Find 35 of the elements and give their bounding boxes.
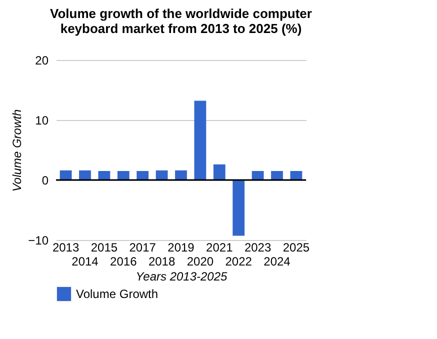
legend-label: Volume Growth (76, 287, 158, 301)
x-axis-title: Years 2013-2025 (136, 270, 228, 284)
bar (232, 180, 245, 236)
x-tick-label: 2015 (90, 240, 118, 254)
bar (194, 100, 206, 180)
bar (136, 171, 149, 180)
bar (117, 171, 130, 180)
bar (98, 171, 110, 180)
text: keyboard market from 2013 to 2025 (%) (60, 21, 302, 36)
bar (156, 170, 168, 180)
x-tick-label: 2019 (168, 240, 195, 254)
y-tick-label: 10 (35, 114, 49, 128)
y-tick-label: 20 (35, 54, 49, 68)
x-tick-label: 2021 (206, 240, 234, 254)
x-tick-label: 2022 (225, 254, 252, 268)
bar (213, 164, 226, 180)
y-axis-title: Volume Growth (10, 109, 24, 192)
x-tick-label: 2016 (110, 254, 138, 268)
bar (290, 171, 302, 180)
bar (175, 170, 187, 180)
x-tick-label: 2014 (72, 254, 99, 268)
bar (271, 171, 283, 180)
x-tick-label: 2025 (282, 240, 310, 254)
x-tick-label: 2020 (186, 254, 214, 268)
x-tick-label: 2024 (264, 254, 291, 268)
x-tick-label: 2017 (129, 240, 156, 254)
y-tick-label: −10 (28, 234, 49, 248)
bar (60, 170, 72, 180)
x-tick-label: 2023 (244, 240, 272, 254)
text: Volume growth of the worldwide computer (50, 6, 312, 21)
bar (79, 170, 91, 180)
y-tick-label: 0 (42, 174, 49, 188)
bar (252, 171, 264, 180)
x-tick-label: 2013 (52, 240, 80, 254)
x-tick-label: 2018 (148, 254, 176, 268)
